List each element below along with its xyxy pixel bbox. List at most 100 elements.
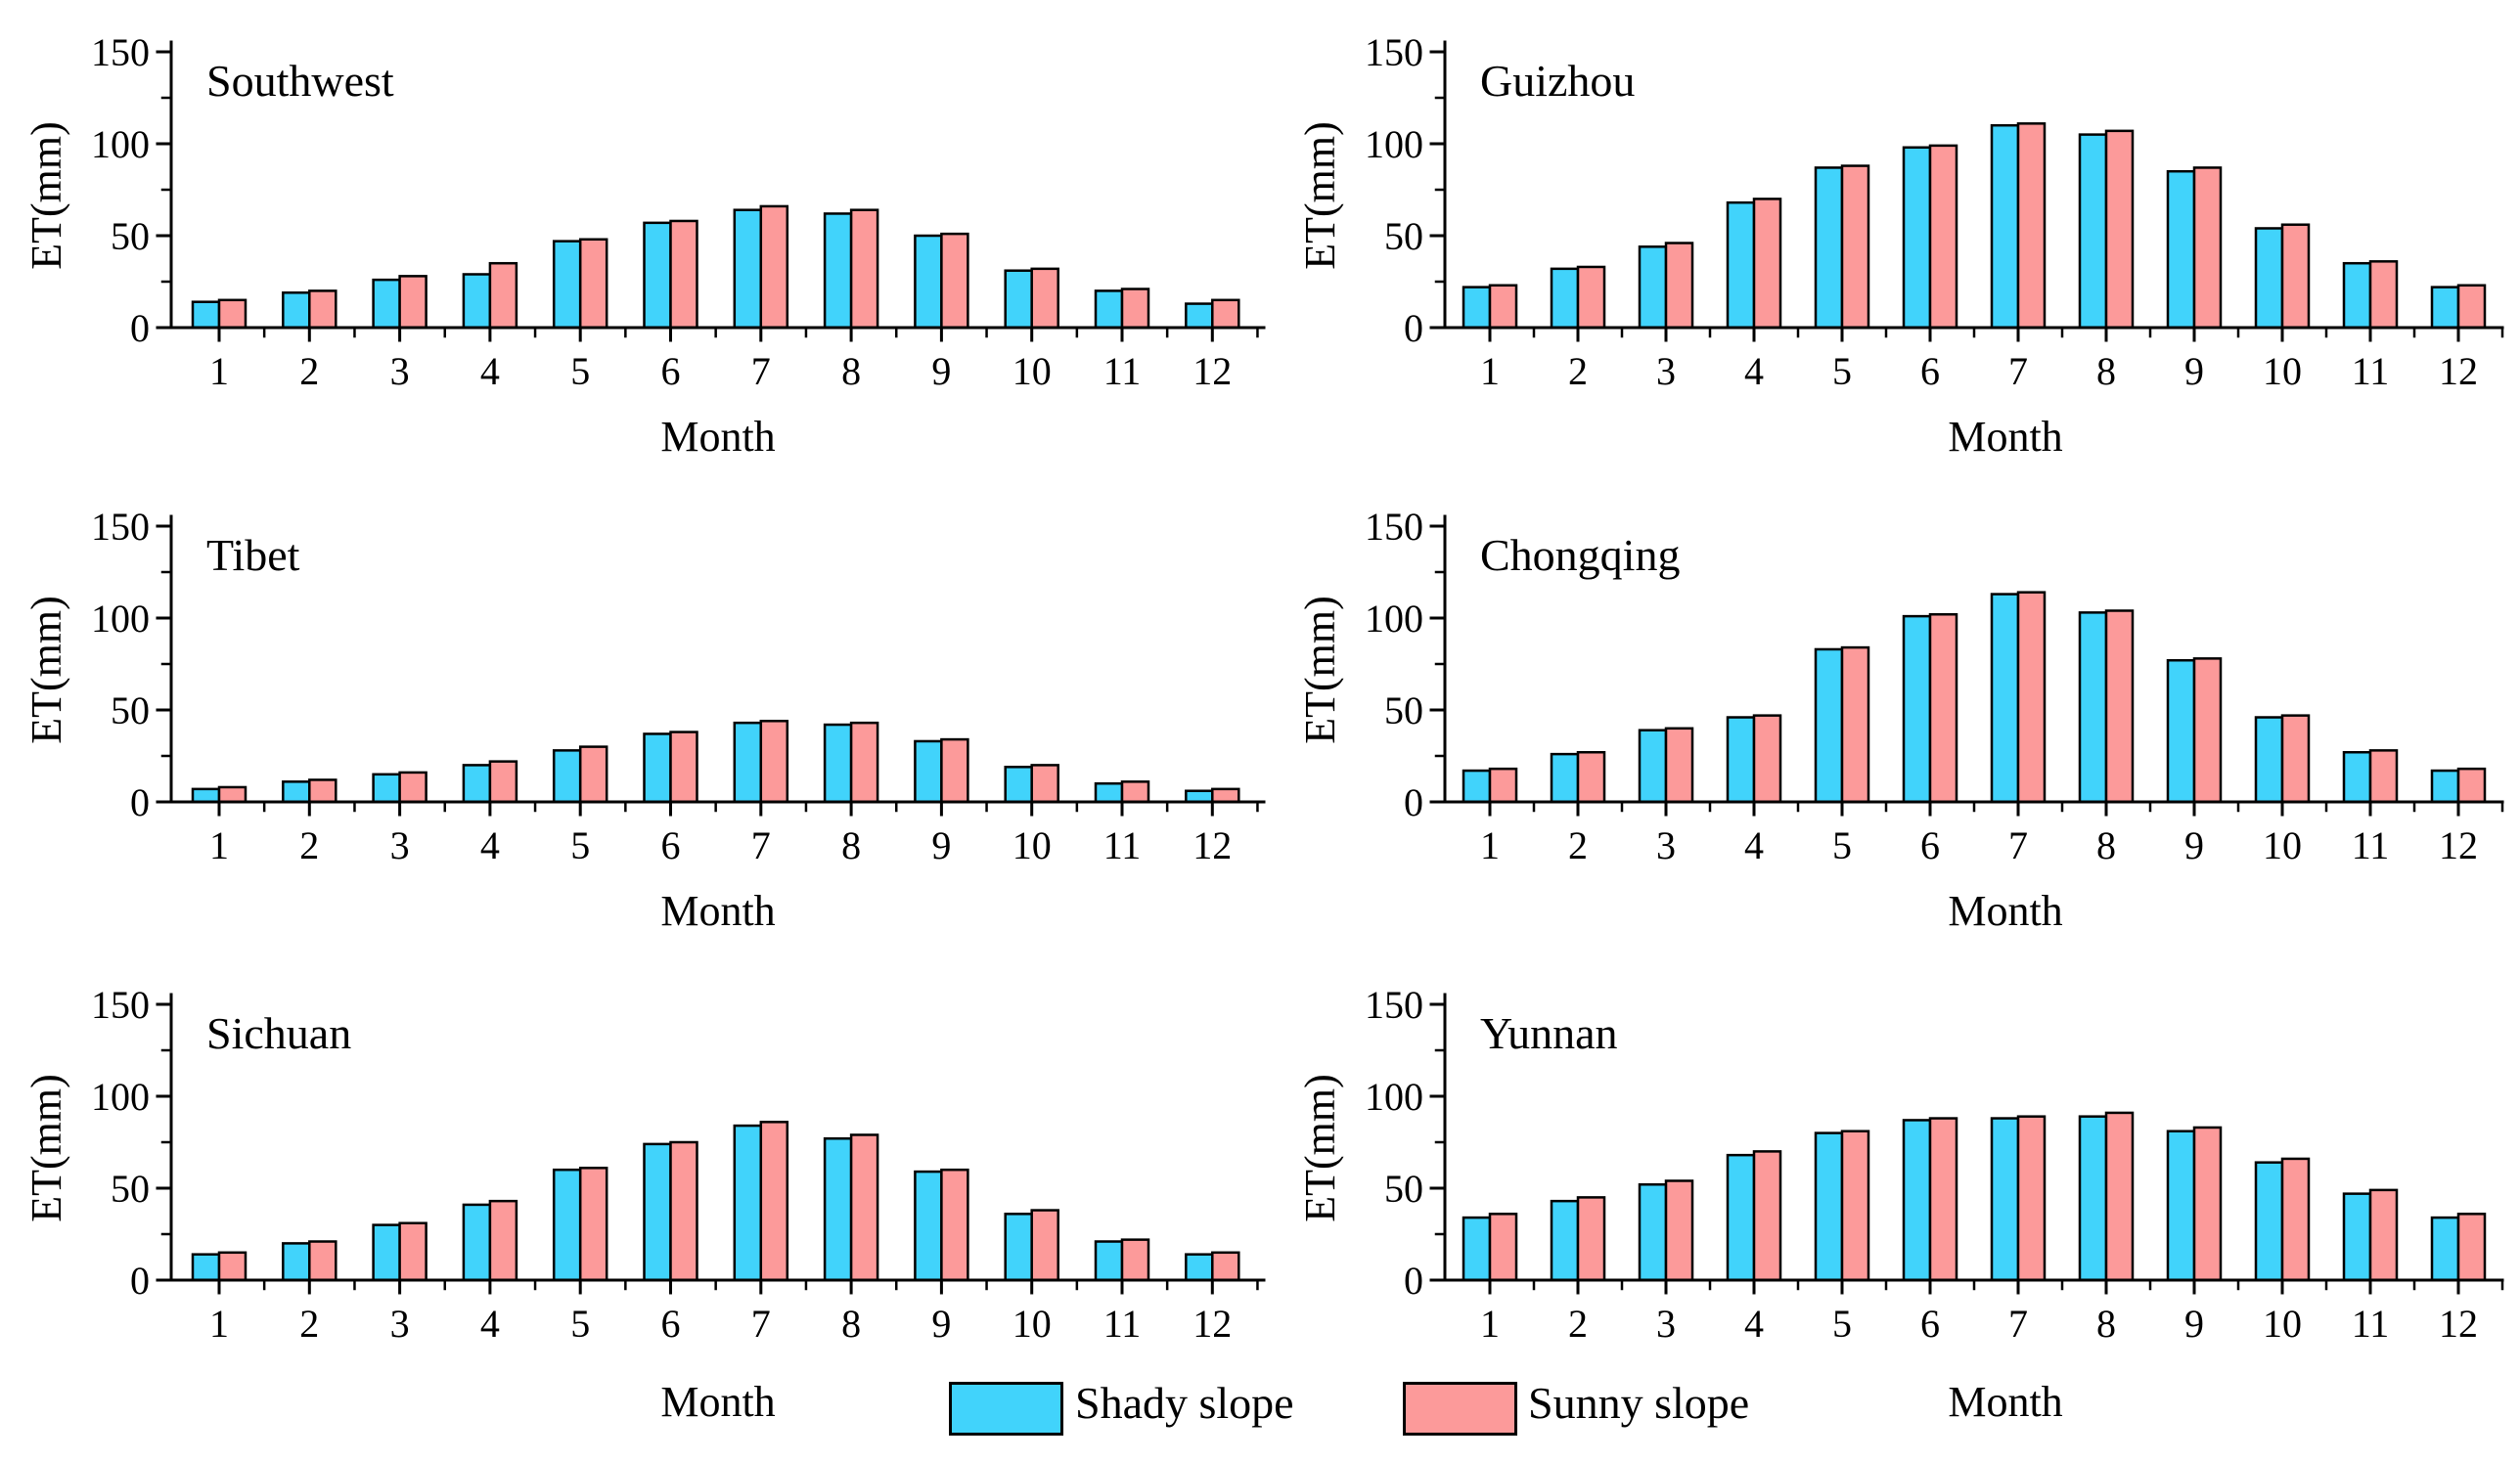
y-tick-label: 150 [1365,30,1423,74]
x-tick-label-month-12: 12 [1192,349,1232,393]
bar-shady-month-5 [1814,647,1844,804]
legend-swatch-shady-slope [949,1382,1063,1436]
x-tick-label-month-11: 11 [2352,1302,2390,1346]
bar-sunny-month-8 [2104,1111,2135,1282]
x-tick-label-month-11: 11 [1103,823,1142,867]
bar-sunny-month-4 [1752,714,1782,804]
bar-sunny-month-6 [669,731,698,804]
x-tick-label-month-6: 6 [1920,823,1940,867]
x-tick-label-month-12: 12 [1192,823,1232,867]
bar-sunny-month-12 [1211,787,1240,804]
x-tick-label-month-1: 1 [1480,1302,1500,1346]
y-tick-label: 0 [130,780,150,824]
x-tick-label-month-8: 8 [2096,823,2116,867]
bar-shady-month-9 [2166,658,2196,804]
bar-sunny-month-8 [2104,129,2135,330]
bar-shady-month-8 [2078,611,2108,804]
y-tick-label: 0 [130,306,150,350]
x-tick-label-month-5: 5 [570,1302,590,1346]
bar-sunny-month-1 [1488,284,1518,330]
bar-sunny-month-9 [2192,166,2223,330]
bar-shady-month-5 [1814,1131,1844,1282]
x-tick-label-month-10: 10 [2263,1302,2302,1346]
x-tick-label-month-7: 7 [751,349,771,393]
x-tick-label-month-8: 8 [841,823,861,867]
bar-shady-month-7 [1990,123,2020,330]
x-tick-label-month-2: 2 [299,1302,319,1346]
x-axis-label: Month [1948,887,2063,935]
bar-sunny-month-12 [2456,1213,2487,1282]
bar-sunny-month-9 [940,1168,969,1282]
x-tick-label-month-4: 4 [1744,823,1764,867]
bar-shady-month-3 [1638,1182,1668,1282]
x-tick-label-month-4: 4 [1744,1302,1764,1346]
bar-sunny-month-3 [398,275,428,330]
x-tick-label-month-10: 10 [2263,349,2302,393]
bar-sunny-month-5 [578,745,608,804]
x-tick-label-month-2: 2 [1568,1302,1588,1346]
x-tick-label-month-9: 9 [931,1302,951,1346]
bar-shady-month-10 [1004,1213,1033,1282]
bar-sunny-month-5 [1840,645,1870,804]
bar-shady-month-11 [1094,289,1124,330]
y-tick-label: 100 [91,597,150,641]
x-axis-label: Month [1948,413,2063,461]
panel-title-guizhou: Guizhou [1480,56,1636,106]
bar-sunny-month-6 [669,219,698,330]
x-tick-label-month-10: 10 [1012,823,1052,867]
bar-shady-month-8 [823,723,853,804]
bar-shady-month-8 [823,212,853,330]
bar-shady-month-7 [733,208,763,330]
bar-shady-month-12 [1185,1253,1214,1282]
bar-shady-month-2 [1550,752,1580,804]
bar-shady-month-6 [643,732,672,804]
bar-shady-month-6 [1902,146,1932,330]
bar-shady-month-9 [914,739,943,804]
bar-sunny-month-5 [578,1167,608,1282]
x-tick-label-month-3: 3 [390,1302,410,1346]
x-tick-label-month-2: 2 [1568,349,1588,393]
bar-shady-month-11 [2342,1192,2372,1282]
bar-shady-month-10 [1004,269,1033,330]
y-tick-label: 150 [1365,505,1423,549]
bar-sunny-month-11 [2368,1188,2399,1282]
bar-sunny-month-5 [1840,164,1870,330]
bar-sunny-month-1 [1488,767,1518,804]
y-tick-label: 0 [1404,306,1423,350]
bar-sunny-month-11 [1120,780,1150,804]
panel-title-chongqing: Chongqing [1480,530,1681,580]
x-tick-label-month-7: 7 [2008,1302,2028,1346]
bar-sunny-month-3 [1664,242,1694,330]
x-tick-label-month-1: 1 [209,1302,229,1346]
x-tick-label-month-4: 4 [1744,349,1764,393]
bar-shady-month-12 [1185,302,1214,330]
bar-sunny-month-2 [1576,265,1606,330]
bar-shady-month-12 [1185,789,1214,804]
bar-sunny-month-2 [308,289,338,330]
bar-sunny-month-8 [849,1133,879,1282]
bar-sunny-month-4 [488,1199,518,1282]
x-tick-label-month-6: 6 [1920,349,1940,393]
x-tick-label-month-9: 9 [931,349,951,393]
bar-sunny-month-10 [1030,1209,1059,1282]
bar-shady-month-2 [1550,267,1580,330]
y-tick-label: 50 [1384,1167,1423,1211]
x-tick-label-month-7: 7 [751,823,771,867]
bar-sunny-month-12 [1211,1251,1240,1282]
x-tick-label-month-12: 12 [2439,823,2478,867]
y-axis-label: ET(mm) [1296,596,1344,744]
x-tick-label-month-6: 6 [661,1302,681,1346]
bar-sunny-month-7 [2016,591,2047,804]
x-tick-label-month-2: 2 [299,823,319,867]
x-tick-label-month-9: 9 [2184,349,2204,393]
bar-shady-month-10 [2254,1161,2284,1282]
bar-sunny-month-5 [578,238,608,330]
x-tick-label-month-6: 6 [661,823,681,867]
x-tick-label-month-1: 1 [1480,823,1500,867]
bar-shady-month-7 [733,1124,763,1282]
x-tick-label-month-4: 4 [480,349,500,393]
